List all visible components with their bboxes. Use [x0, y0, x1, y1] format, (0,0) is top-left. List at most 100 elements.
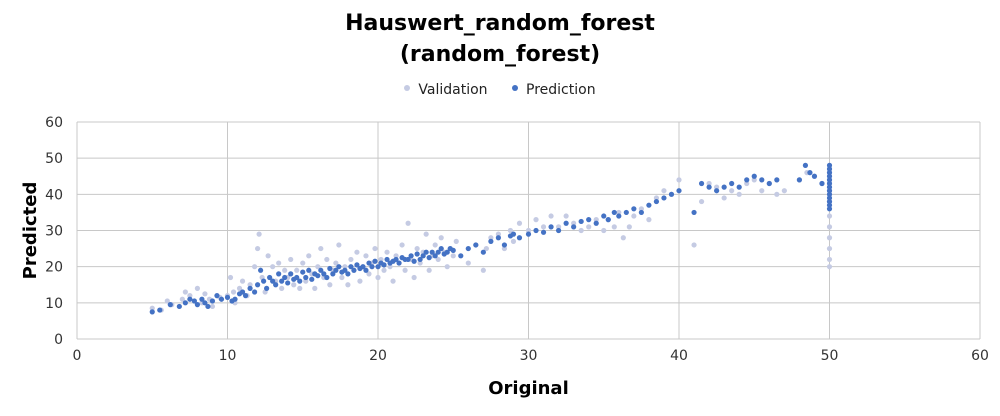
data-point-validation — [781, 188, 787, 194]
data-point-prediction — [525, 231, 532, 237]
data-point-prediction — [342, 267, 348, 273]
data-point-prediction — [396, 260, 402, 266]
data-point-prediction — [285, 280, 291, 286]
data-point-prediction — [202, 300, 208, 306]
data-point-validation — [336, 242, 342, 248]
data-point-prediction — [239, 289, 246, 295]
y-tick-label: 10 — [45, 296, 63, 312]
data-point-validation — [601, 227, 607, 234]
data-point-prediction — [563, 220, 569, 226]
data-point-prediction — [444, 249, 450, 255]
data-point-validation — [318, 245, 324, 252]
data-point-validation — [698, 198, 705, 205]
data-point-prediction — [556, 227, 562, 234]
data-point-prediction — [324, 274, 330, 281]
data-point-validation — [149, 305, 155, 311]
data-point-prediction — [646, 202, 652, 208]
data-point-validation — [270, 264, 276, 270]
data-point-validation — [631, 213, 637, 219]
data-point-prediction — [676, 188, 682, 194]
legend-label-validation: Validation — [418, 82, 488, 98]
data-point-prediction — [826, 191, 833, 197]
x-axis-title: Original — [488, 378, 569, 399]
data-point-validation — [312, 285, 318, 291]
data-point-prediction — [300, 269, 306, 275]
data-point-prediction — [766, 180, 772, 187]
data-point-prediction — [586, 217, 592, 223]
data-point-prediction — [807, 170, 813, 176]
data-point-prediction — [774, 177, 780, 183]
data-point-prediction — [354, 262, 360, 268]
data-point-prediction — [294, 274, 300, 281]
data-point-prediction — [224, 294, 231, 301]
data-point-prediction — [623, 209, 629, 216]
data-point-validation — [435, 256, 441, 263]
data-point-validation — [327, 282, 333, 288]
data-point-prediction — [450, 247, 456, 253]
data-point-prediction — [247, 285, 253, 291]
data-point-prediction — [495, 235, 501, 241]
data-point-validation — [324, 256, 330, 263]
data-point-validation — [721, 195, 727, 201]
data-point-prediction — [653, 198, 660, 205]
data-point-prediction — [826, 173, 833, 179]
data-point-validation — [255, 245, 261, 252]
data-point-prediction — [826, 166, 833, 172]
data-point-validation — [691, 242, 697, 248]
data-point-prediction — [242, 293, 249, 299]
data-point-validation — [438, 235, 444, 241]
data-point-prediction — [372, 258, 378, 264]
data-point-prediction — [351, 267, 357, 273]
data-point-prediction — [605, 217, 611, 223]
legend-label-prediction: Prediction — [526, 82, 596, 98]
data-point-prediction — [548, 224, 554, 230]
data-point-validation — [533, 217, 539, 223]
data-point-prediction — [533, 227, 539, 234]
data-point-validation — [423, 231, 429, 237]
data-point-prediction — [826, 177, 833, 183]
data-point-validation — [387, 264, 393, 270]
data-point-validation — [339, 274, 345, 281]
data-point-prediction — [432, 253, 438, 259]
x-tick-label: 20 — [369, 348, 387, 364]
data-point-validation — [239, 278, 246, 284]
data-point-prediction — [318, 267, 324, 273]
data-point-prediction — [414, 251, 420, 257]
data-point-prediction — [157, 307, 163, 313]
data-point-prediction — [540, 229, 547, 235]
data-point-validation — [736, 191, 742, 197]
data-point-prediction — [199, 296, 205, 302]
data-point-validation — [417, 260, 423, 266]
data-point-prediction — [258, 267, 264, 273]
data-point-prediction — [270, 278, 276, 284]
data-point-validation — [279, 285, 285, 291]
data-point-prediction — [182, 300, 188, 306]
data-point-validation — [501, 245, 508, 252]
data-point-validation — [826, 235, 833, 241]
data-point-validation — [626, 224, 632, 230]
data-point-prediction — [214, 293, 220, 299]
data-point-prediction — [826, 184, 833, 190]
data-point-validation — [611, 224, 617, 230]
data-point-validation — [405, 220, 411, 226]
data-point-validation — [393, 253, 399, 259]
data-point-validation — [194, 285, 200, 291]
x-tick-label: 50 — [821, 348, 839, 364]
data-point-prediction — [819, 180, 825, 187]
data-point-prediction — [661, 195, 667, 201]
data-point-prediction — [744, 177, 750, 183]
data-point-prediction — [194, 302, 200, 308]
data-point-validation — [384, 249, 390, 255]
data-point-validation — [182, 289, 188, 295]
data-point-validation — [453, 238, 459, 244]
data-point-validation — [495, 231, 501, 237]
data-point-validation — [465, 260, 471, 266]
data-point-prediction — [488, 238, 494, 244]
data-point-prediction — [611, 209, 617, 216]
data-point-validation — [676, 177, 682, 183]
data-point-validation — [661, 188, 667, 194]
data-point-validation — [826, 213, 833, 219]
data-point-prediction — [366, 260, 372, 266]
data-point-prediction — [273, 282, 279, 288]
